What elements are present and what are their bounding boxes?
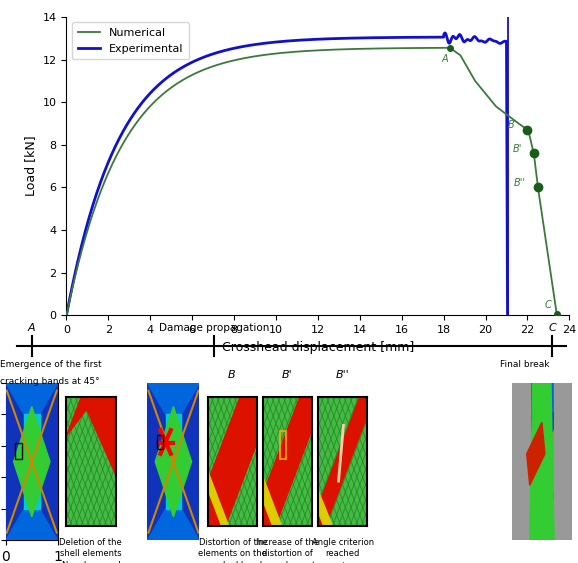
Polygon shape [39, 383, 58, 540]
Polygon shape [318, 490, 333, 526]
Line: Experimental: Experimental [66, 33, 507, 315]
Text: Damage propagation: Damage propagation [159, 323, 269, 333]
Bar [157, 435, 163, 449]
Polygon shape [530, 383, 554, 540]
Numerical [404, 44, 411, 51]
Text: B': B' [513, 144, 522, 154]
Numerical [416, 44, 423, 51]
Text: B'': B'' [514, 178, 526, 189]
Polygon shape [66, 397, 96, 436]
Bar [15, 443, 22, 458]
Experimental [457, 31, 464, 38]
Legend: Numerical, Experimental: Numerical, Experimental [72, 23, 189, 59]
Text: B'': B'' [336, 370, 350, 380]
Polygon shape [554, 383, 572, 540]
Bar [280, 431, 286, 459]
Text: C: C [548, 323, 556, 333]
Numerical [446, 44, 453, 51]
Polygon shape [318, 397, 367, 526]
Polygon shape [263, 477, 281, 526]
Polygon shape [147, 383, 199, 414]
Polygon shape [81, 397, 116, 475]
Polygon shape [551, 383, 572, 540]
Text: A: A [28, 323, 36, 333]
Polygon shape [512, 383, 533, 540]
Polygon shape [208, 472, 229, 526]
Text: B: B [507, 120, 514, 129]
Experimental [63, 312, 70, 319]
Line: Numerical: Numerical [66, 48, 557, 315]
Polygon shape [147, 383, 166, 540]
Polygon shape [512, 383, 530, 540]
Numerical [553, 311, 560, 318]
Numerical [129, 124, 136, 131]
Experimental [253, 41, 260, 48]
Polygon shape [181, 383, 199, 540]
Text: A: A [442, 53, 448, 64]
Experimental [439, 34, 446, 41]
Experimental [504, 312, 511, 319]
X-axis label: Crosshead displacement [mm]: Crosshead displacement [mm] [222, 341, 414, 354]
Text: cracking bands at 45°: cracking bands at 45° [0, 377, 99, 386]
Polygon shape [533, 414, 551, 509]
Polygon shape [13, 406, 50, 517]
Experimental [138, 101, 144, 108]
Text: B: B [227, 370, 235, 380]
Polygon shape [147, 509, 199, 540]
Polygon shape [512, 383, 572, 414]
Text: C: C [544, 300, 551, 310]
Polygon shape [24, 414, 39, 509]
Text: Deletion of the
shell elements
Non-damaged
rod elements: Deletion of the shell elements Non-damag… [60, 538, 122, 563]
Polygon shape [155, 406, 192, 517]
Numerical [63, 312, 70, 319]
Polygon shape [6, 383, 58, 414]
Polygon shape [521, 406, 563, 517]
Y-axis label: Load [kN]: Load [kN] [24, 136, 37, 196]
Text: Emergence of the first: Emergence of the first [0, 360, 102, 369]
Text: Final break: Final break [499, 360, 549, 369]
Polygon shape [512, 509, 572, 540]
Experimental [442, 30, 449, 37]
Polygon shape [527, 422, 545, 485]
Numerical [65, 303, 72, 310]
Polygon shape [263, 397, 312, 526]
Text: Increase of the
distortion of
some elements: Increase of the distortion of some eleme… [255, 538, 320, 563]
Polygon shape [166, 414, 181, 509]
Text: Angle criterion
reached
↓
Deletion of the
rod elements: Angle criterion reached ↓ Deletion of th… [312, 538, 374, 563]
Polygon shape [6, 383, 24, 540]
Polygon shape [6, 509, 58, 540]
Numerical [266, 51, 273, 57]
Text: B': B' [282, 370, 292, 380]
Numerical [284, 49, 291, 56]
Experimental [164, 74, 171, 81]
Text: Distortion of the
elements on the
creacked bands: Distortion of the elements on the creack… [198, 538, 268, 563]
Experimental [341, 35, 348, 42]
Polygon shape [208, 397, 257, 526]
